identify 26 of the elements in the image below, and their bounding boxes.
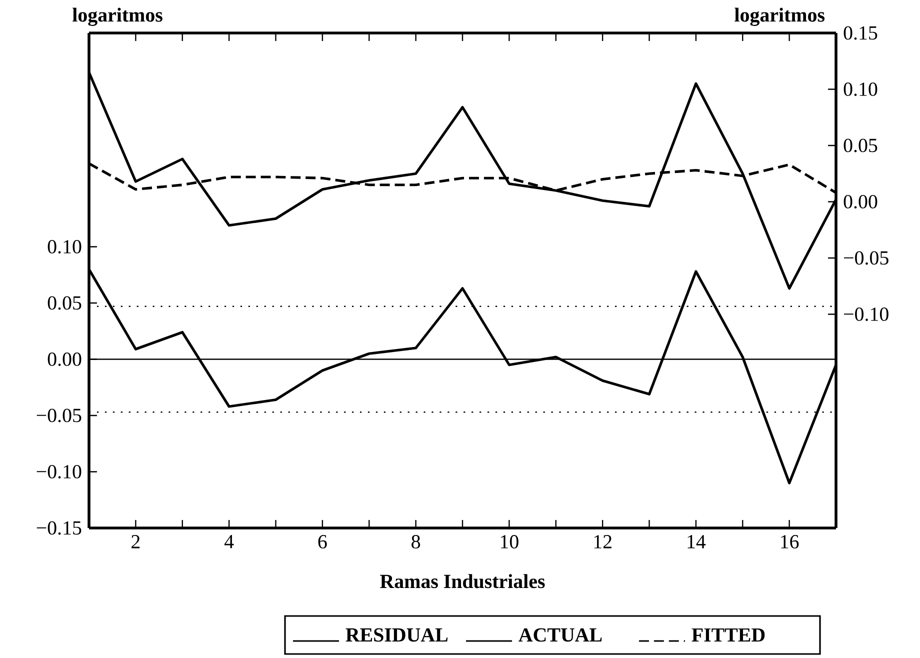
x-tick-label: 14	[688, 535, 706, 548]
x-tick-label: 6	[318, 535, 327, 548]
y-tick-label: −0.10	[36, 464, 82, 479]
x-tick-label: 12	[594, 535, 612, 548]
y2-tick-label: 0.10	[844, 82, 878, 96]
y2-tick-label: −0.10	[844, 307, 888, 322]
y-tick-label: 0.00	[48, 352, 82, 366]
y-tick-label: −0.15	[36, 521, 82, 535]
legend-label: FITTED	[692, 628, 765, 642]
x-tick-label: 16	[781, 535, 799, 548]
y-tick-label: 0.05	[48, 296, 82, 310]
x-tick-label: 8	[412, 535, 420, 548]
legend-label: ACTUAL	[518, 628, 602, 642]
y-tick-label: −0.05	[36, 408, 82, 422]
y2-tick-label: −0.05	[844, 251, 888, 265]
y-axis-title: logaritmos	[72, 8, 162, 26]
y-tick-label: 0.10	[48, 240, 82, 254]
y2-tick-label: 0.00	[844, 194, 878, 209]
x-axis-title: Ramas Industriales	[380, 574, 545, 588]
x-tick-label: 4	[224, 535, 234, 548]
x-tick-label: 2	[132, 535, 140, 548]
y2-tick-label: 0.05	[844, 138, 878, 152]
legend-label: RESIDUAL	[346, 628, 448, 642]
y2-tick-label: 0.15	[844, 26, 878, 40]
x-tick-label: 10	[500, 535, 518, 548]
y2-axis-title: logaritmos	[734, 8, 825, 26]
